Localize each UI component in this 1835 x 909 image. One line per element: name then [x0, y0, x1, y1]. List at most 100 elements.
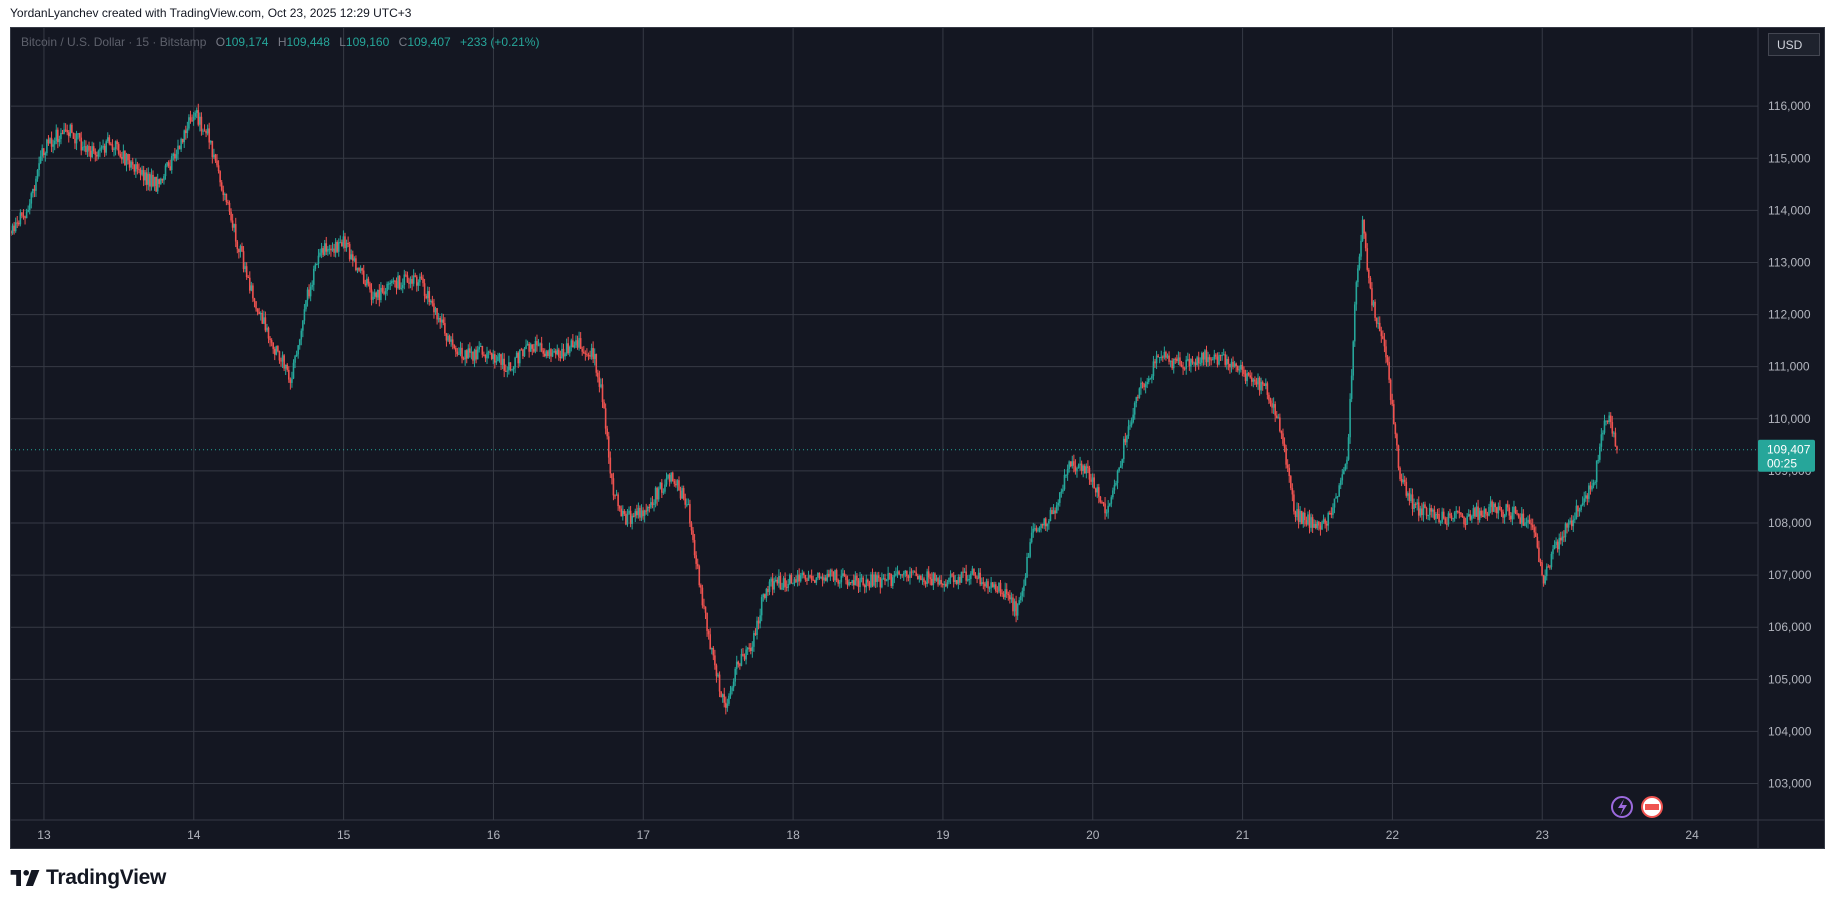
candle-body — [1112, 490, 1114, 498]
candle-body — [280, 360, 282, 362]
candle-body — [53, 140, 56, 145]
candle-body — [704, 606, 707, 613]
candle-body — [781, 587, 783, 590]
candle-body — [665, 478, 668, 485]
candle-body — [545, 351, 548, 357]
candle-body — [64, 129, 67, 131]
candle-body — [1030, 532, 1033, 543]
candle-body — [1019, 595, 1022, 601]
candle-body — [88, 145, 90, 151]
candle-body — [1464, 524, 1467, 526]
candle-body — [1508, 507, 1511, 516]
candle-body — [205, 130, 207, 134]
candle-body — [484, 354, 487, 359]
candle-body — [604, 408, 607, 429]
candle-body — [511, 369, 513, 371]
candle-body — [1382, 336, 1384, 339]
candle-body — [455, 347, 457, 352]
candle-body — [1449, 513, 1451, 516]
candle-body — [885, 580, 888, 582]
candle-body — [1300, 510, 1303, 524]
time-axis-label: 15 — [337, 828, 351, 842]
candle-body — [222, 190, 225, 196]
last-price-tag[interactable] — [1758, 439, 1815, 472]
candle-body — [784, 578, 786, 587]
candle-body — [314, 264, 317, 269]
candle-body — [367, 278, 370, 284]
candle-body — [288, 369, 290, 380]
candle-body — [138, 169, 140, 171]
candle-body — [971, 568, 974, 574]
time-axis-label: 23 — [1536, 828, 1550, 842]
candle-body — [603, 402, 605, 409]
candle-body — [1330, 512, 1333, 515]
time-axis-label: 18 — [786, 828, 800, 842]
candle-body — [1343, 469, 1345, 475]
candle-body — [372, 296, 374, 300]
candle-body — [977, 572, 980, 579]
candle-body — [238, 249, 240, 253]
currency-button[interactable]: USD — [1768, 33, 1820, 56]
candle-body — [1341, 474, 1344, 481]
candle-body — [534, 341, 537, 352]
candle-body — [1495, 507, 1498, 514]
candlestick-chart[interactable]: 103,000 104,000 105,000 106,000 107,000 108,0… — [11, 28, 1824, 848]
candle-body — [707, 630, 710, 635]
candle-body — [470, 351, 473, 353]
candle-body — [96, 154, 98, 157]
candle-body — [1505, 504, 1507, 515]
candle-body — [852, 580, 855, 586]
candle-body — [211, 140, 214, 158]
candle-body — [1240, 364, 1242, 370]
candle-body — [169, 166, 171, 171]
candle-body — [75, 133, 78, 144]
candle-body — [1411, 494, 1414, 510]
candle-body — [536, 341, 538, 346]
candle-body — [980, 582, 983, 585]
candle-body — [437, 318, 440, 320]
ohlc-legend: Bitcoin / U.S. Dollar · 15 · Bitstamp O1… — [21, 35, 539, 49]
candle-body — [467, 348, 470, 359]
candle-body — [946, 582, 949, 587]
candle-body — [152, 174, 154, 187]
candle-body — [1035, 528, 1038, 531]
candle-body — [130, 161, 132, 168]
candle-body — [1263, 384, 1266, 386]
candle-body — [581, 348, 584, 352]
candle-body — [1073, 461, 1075, 466]
candle-body — [256, 308, 259, 312]
candle-body — [1324, 519, 1326, 524]
candle-body — [846, 580, 849, 586]
candle-body — [778, 575, 780, 584]
candle-body — [1441, 511, 1443, 522]
candle-body — [792, 583, 794, 585]
price-axis-label: 103,000 — [1768, 777, 1812, 791]
candle-body — [662, 491, 665, 493]
candle-body — [924, 582, 927, 584]
alerts-icon[interactable] — [1611, 796, 1633, 818]
chart-panel[interactable]: 103,000 104,000 105,000 106,000 107,000 108,0… — [10, 27, 1825, 849]
candle-body — [1416, 502, 1419, 505]
candle-body — [1332, 507, 1334, 515]
candle-body — [245, 266, 248, 277]
symbol-title[interactable]: Bitcoin / U.S. Dollar · 15 · Bitstamp — [21, 35, 207, 49]
candle-body — [587, 354, 590, 356]
candle-body — [1043, 518, 1045, 526]
candle-body — [1285, 447, 1287, 465]
candle-body — [685, 504, 688, 506]
candle-body — [932, 573, 935, 586]
candle-body — [49, 138, 51, 144]
candle-body — [1101, 501, 1103, 503]
candle-body — [838, 582, 841, 584]
candle-body — [294, 356, 296, 363]
candle-body — [1091, 477, 1094, 482]
candle-body — [1241, 364, 1244, 370]
candle-body — [611, 473, 613, 479]
candle-body — [523, 349, 526, 357]
candle-body — [1335, 496, 1337, 499]
candle-body — [1485, 508, 1487, 514]
candle-body — [77, 133, 79, 135]
candle-body — [1130, 422, 1133, 426]
candle-body — [721, 694, 724, 697]
candle-body — [1566, 523, 1568, 528]
